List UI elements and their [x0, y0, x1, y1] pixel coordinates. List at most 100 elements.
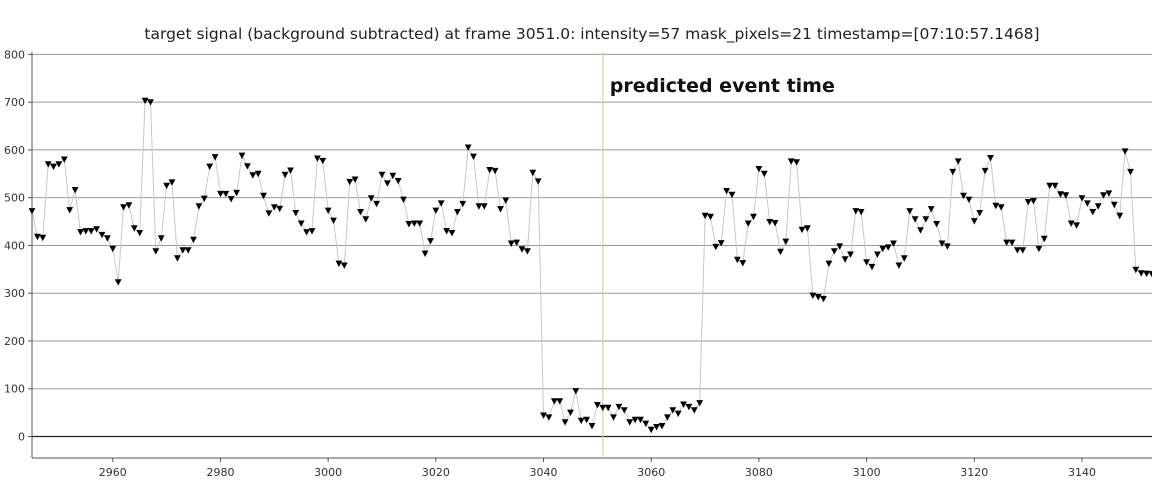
- data-point-2956: [87, 228, 95, 235]
- data-point-2969: [157, 235, 165, 242]
- data-point-3133: [1040, 235, 1048, 243]
- data-point-3127: [1008, 239, 1016, 246]
- data-point-3148: [1121, 148, 1129, 155]
- data-point-3002: [335, 260, 343, 267]
- data-point-2968: [152, 248, 160, 255]
- data-point-3062: [658, 423, 666, 430]
- data-point-3114: [938, 240, 946, 247]
- data-point-2992: [281, 171, 289, 179]
- data-point-2963: [125, 202, 133, 209]
- x-tick-label-3040: 3040: [530, 466, 558, 479]
- data-point-2961: [114, 279, 122, 286]
- data-point-3085: [782, 238, 790, 245]
- data-point-3088: [798, 226, 806, 234]
- data-point-3070: [701, 212, 709, 220]
- x-tick-label-3120: 3120: [960, 466, 988, 479]
- data-point-3031: [491, 167, 499, 175]
- data-point-3071: [707, 213, 714, 221]
- data-point-3091: [814, 294, 822, 301]
- data-point-3008: [367, 195, 375, 202]
- data-point-3015: [405, 221, 413, 228]
- data-point-2973: [179, 247, 187, 254]
- data-point-3050: [594, 402, 601, 409]
- data-point-3032: [497, 206, 504, 213]
- data-point-2980: [217, 190, 224, 198]
- data-point-3012: [389, 172, 397, 180]
- data-point-3043: [556, 398, 564, 405]
- data-point-3110: [917, 227, 924, 234]
- data-point-3115: [944, 243, 951, 250]
- data-point-3146: [1110, 201, 1118, 209]
- x-tick-label-2960: 2960: [99, 466, 127, 479]
- data-point-2971: [168, 179, 176, 186]
- data-point-3035: [513, 239, 520, 246]
- data-point-2990: [270, 204, 278, 211]
- data-point-2965: [136, 230, 144, 237]
- data-point-2981: [222, 190, 230, 198]
- data-point-3057: [631, 416, 639, 424]
- data-point-3137: [1062, 192, 1070, 199]
- data-point-3065: [674, 410, 682, 417]
- data-point-3024: [454, 209, 461, 216]
- data-point-3016: [410, 220, 418, 227]
- data-point-3052: [604, 404, 612, 412]
- data-point-3140: [1078, 195, 1086, 202]
- data-point-3107: [900, 255, 908, 262]
- data-point-3097: [847, 251, 854, 258]
- data-point-3109: [911, 216, 919, 223]
- data-point-3120: [970, 218, 978, 225]
- data-point-2979: [211, 154, 219, 161]
- data-point-2945: [28, 208, 36, 215]
- data-point-3104: [884, 244, 892, 251]
- data-point-3128: [1014, 247, 1021, 254]
- data-point-2996: [303, 229, 310, 236]
- y-tick-label-700: 700: [4, 96, 25, 109]
- grid-lines: [32, 53, 1152, 438]
- data-point-3092: [820, 295, 827, 303]
- data-point-3093: [825, 260, 833, 267]
- data-point-3106: [895, 262, 903, 269]
- data-point-3153: [1148, 271, 1152, 278]
- data-point-3144: [1100, 192, 1107, 199]
- data-point-2987: [254, 170, 262, 178]
- data-point-3096: [841, 256, 849, 263]
- data-point-3017: [416, 220, 424, 227]
- data-point-2954: [77, 229, 84, 236]
- data-point-3014: [400, 196, 407, 203]
- data-point-3063: [664, 414, 671, 421]
- data-point-3087: [793, 159, 800, 166]
- y-axis-ticks: 0 100 200 300 400 500 600 700 800: [4, 48, 32, 444]
- data-point-2962: [120, 204, 127, 211]
- event-label: predicted event time: [610, 75, 835, 97]
- data-point-3038: [529, 169, 537, 177]
- data-point-3102: [874, 251, 881, 258]
- data-point-3040: [540, 412, 547, 419]
- data-point-2988: [260, 192, 267, 200]
- data-point-3036: [518, 246, 526, 253]
- data-point-3001: [330, 217, 337, 224]
- x-axis-ticks: 2960 2980 3000 3020 3040 3060 3080 3100 3120 3140: [99, 458, 1096, 479]
- data-point-3095: [836, 243, 844, 250]
- data-point-3094: [830, 248, 838, 255]
- data-point-3129: [1019, 247, 1027, 254]
- data-point-2947: [39, 234, 47, 242]
- data-point-2957: [93, 226, 100, 233]
- data-point-3122: [981, 167, 989, 175]
- data-point-3010: [378, 171, 386, 179]
- data-point-3069: [696, 400, 704, 407]
- data-point-2964: [130, 225, 138, 232]
- x-tick-label-3000: 3000: [314, 466, 342, 479]
- data-point-2959: [104, 235, 111, 242]
- data-point-3037: [524, 248, 531, 255]
- data-point-3125: [997, 204, 1005, 211]
- y-tick-label-600: 600: [4, 144, 25, 157]
- data-point-3048: [583, 416, 590, 424]
- data-point-2974: [184, 247, 192, 254]
- data-point-3113: [933, 221, 940, 228]
- data-series: [28, 97, 1152, 434]
- data-point-3053: [610, 414, 617, 421]
- data-point-3149: [1127, 168, 1134, 176]
- data-point-2955: [82, 228, 90, 235]
- data-point-3030: [486, 167, 494, 174]
- data-point-2978: [206, 163, 214, 170]
